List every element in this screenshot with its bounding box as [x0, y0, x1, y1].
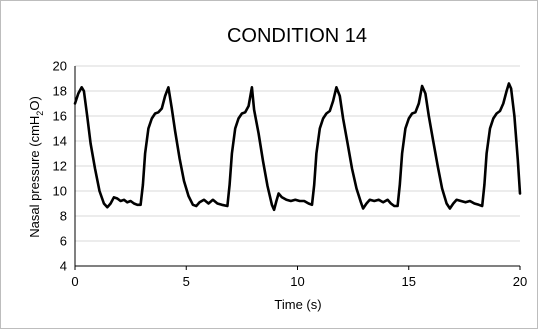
y-tick-label: 14	[53, 134, 67, 149]
y-tick-label: 20	[53, 59, 67, 74]
y-tick-label: 8	[60, 209, 67, 224]
x-tick-label: 5	[183, 274, 190, 289]
x-axis-label: Time (s)	[274, 297, 321, 312]
x-tick-label: 15	[402, 274, 416, 289]
x-tick-labels: 0 5 10 15 20	[71, 274, 527, 289]
y-axis-label-suffix: O)	[27, 96, 42, 110]
y-tick-label: 18	[53, 84, 67, 99]
series-line	[73, 82, 522, 212]
x-tick-label: 0	[71, 274, 78, 289]
grid-lines	[75, 65, 520, 242]
y-tick-label: 12	[53, 159, 67, 174]
y-axis-label-subscript: 2	[35, 111, 45, 116]
y-tick-labels: 4 6 8 10 12 14 16 18 20	[53, 59, 67, 274]
y-tick-label: 4	[60, 259, 67, 274]
y-axis-label-prefix: Nasal pressure (cmH	[27, 116, 42, 238]
x-tick-label: 20	[513, 274, 527, 289]
y-tick-label: 6	[60, 234, 67, 249]
chart-title: CONDITION 14	[227, 25, 367, 47]
y-tick-label: 16	[53, 109, 67, 124]
y-axis-label: Nasal pressure (cmH2O)	[27, 96, 45, 238]
axes	[74, 66, 521, 270]
y-tick-label: 10	[53, 184, 67, 199]
x-tick-label: 10	[290, 274, 304, 289]
